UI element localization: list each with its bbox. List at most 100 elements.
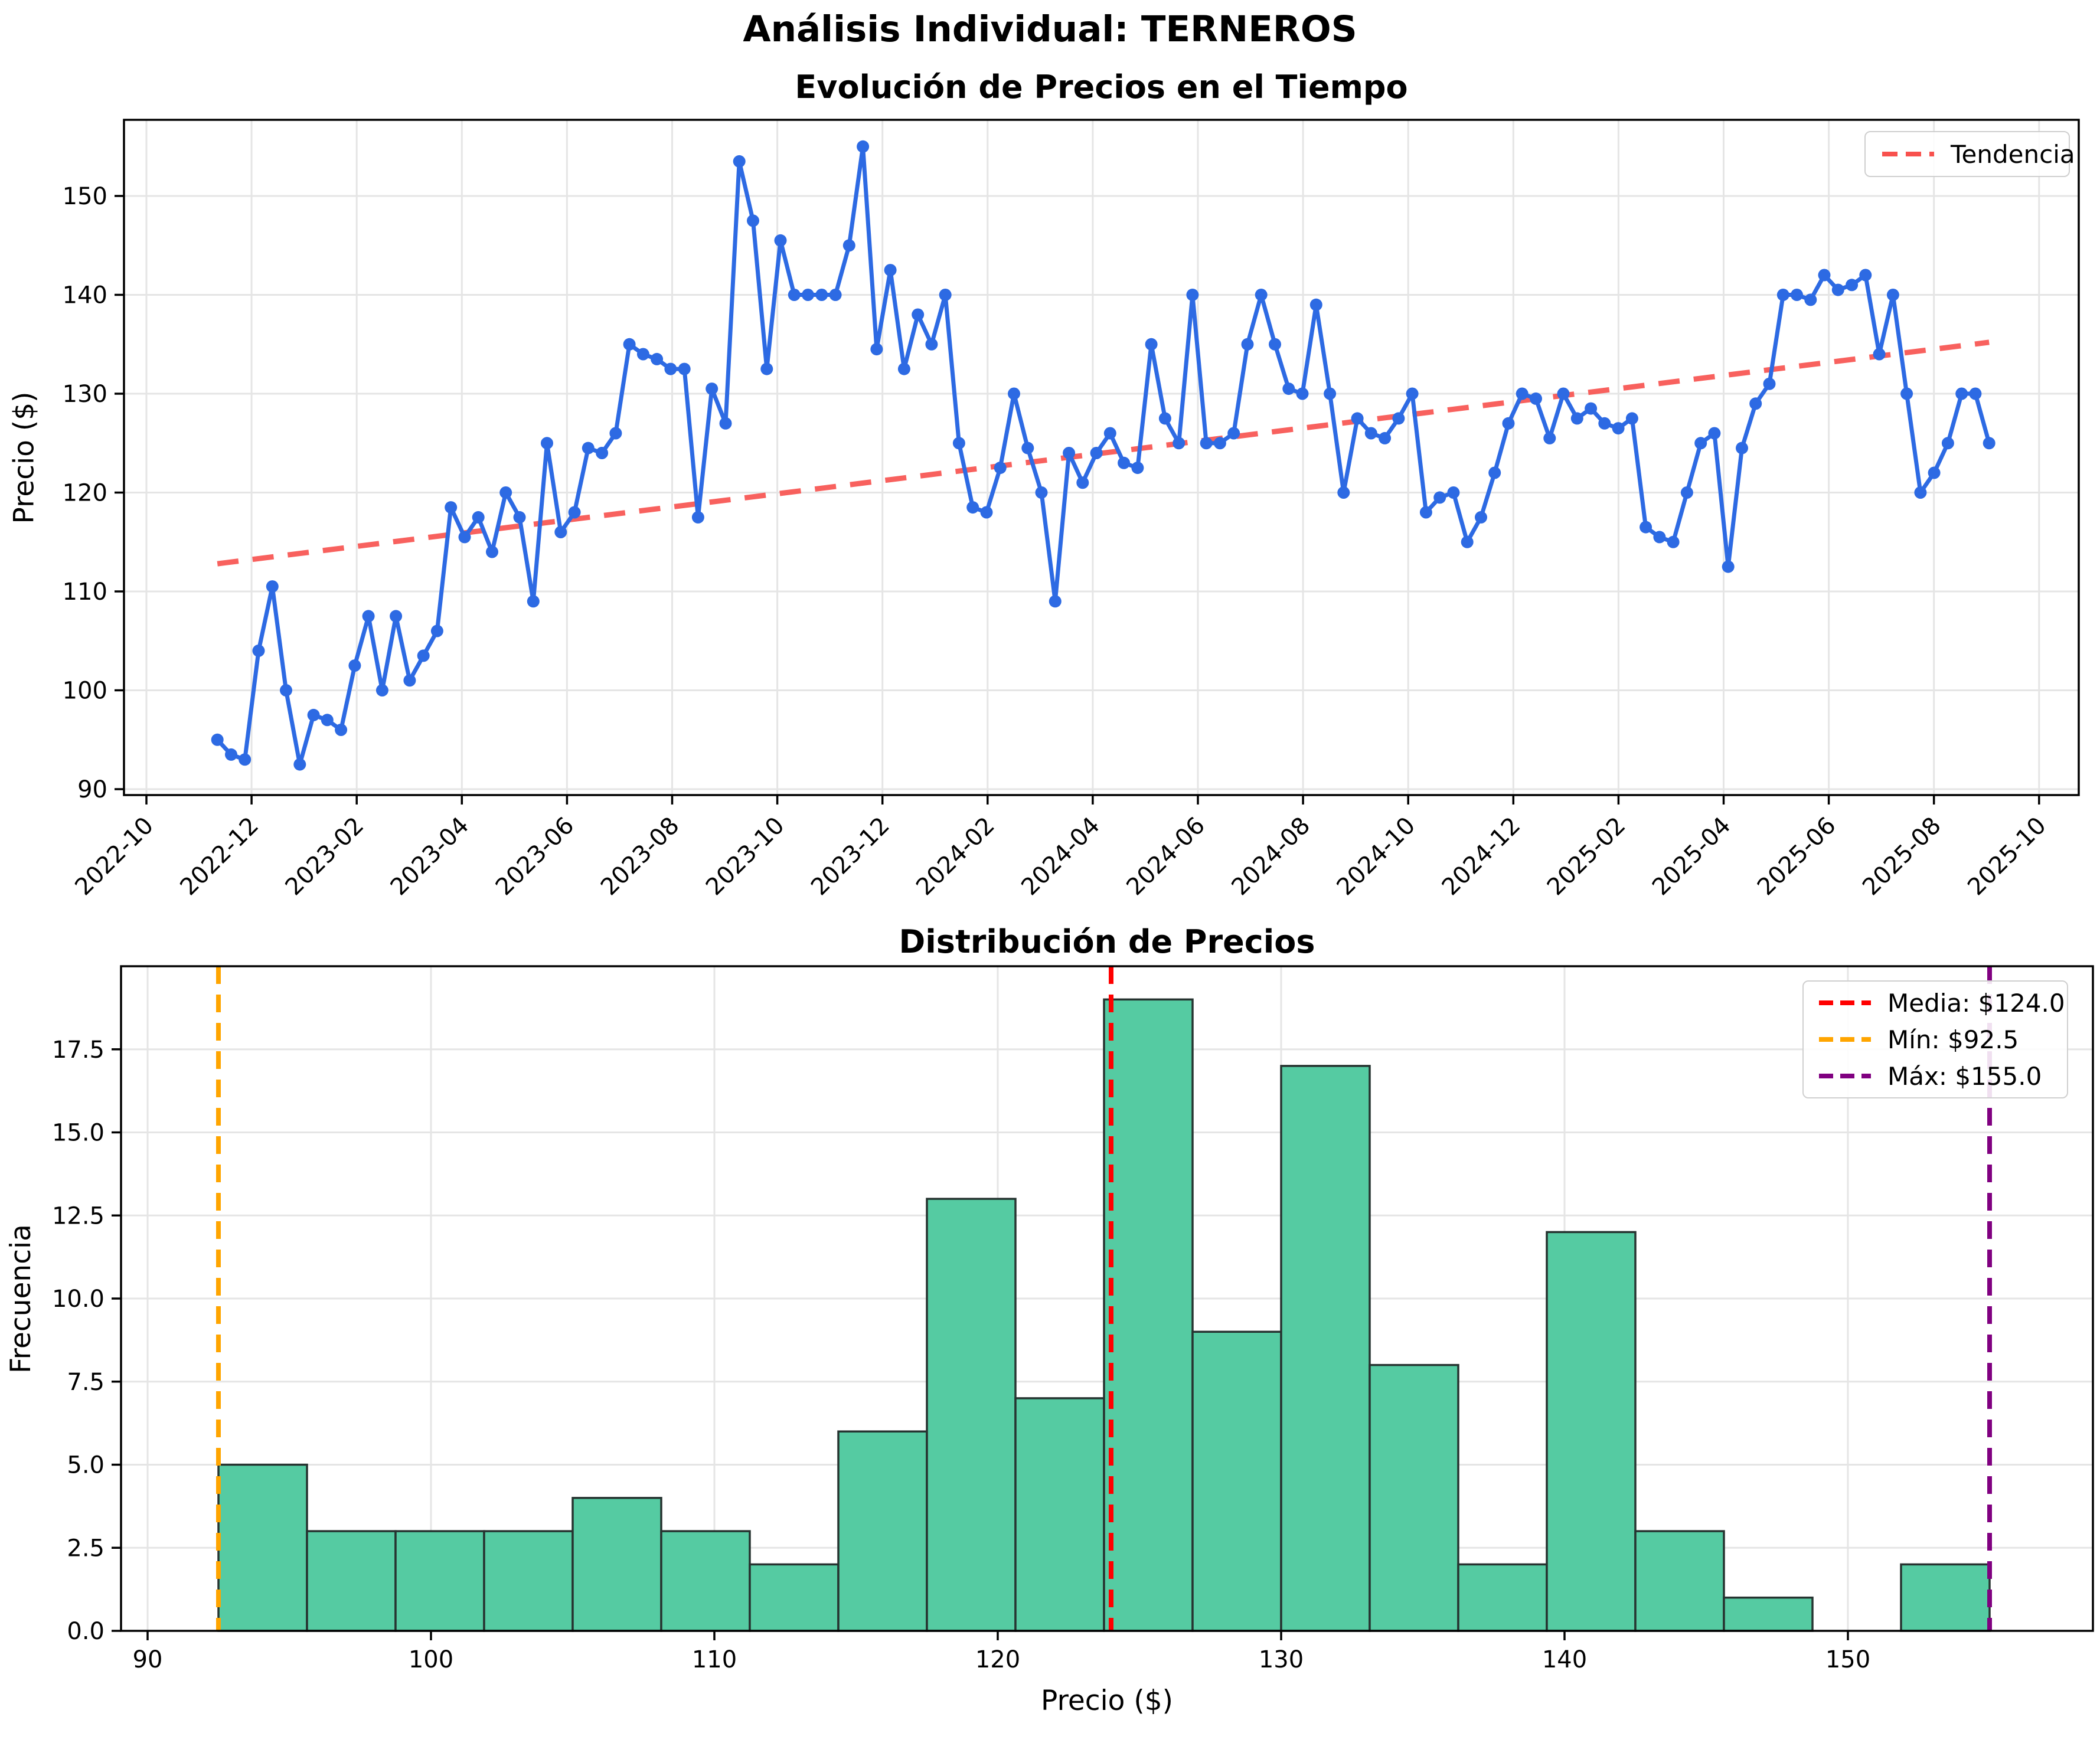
price-point (1941, 437, 1954, 450)
x-tick-label: 2025-06 (1752, 812, 1841, 901)
price-point (541, 437, 553, 450)
price-point (1351, 412, 1364, 425)
y-tick-label: 100 (63, 678, 107, 705)
histogram-bar (1457, 1563, 1548, 1632)
y-tick-label: 10.0 (52, 1286, 104, 1313)
y-tick-label: 130 (63, 381, 107, 408)
price-point (1076, 476, 1089, 489)
x-tick-label: 2025-08 (1857, 812, 1946, 901)
price-point (1749, 397, 1762, 410)
x-tick-label: 120 (975, 1646, 1020, 1673)
price-point (994, 462, 1007, 475)
price-point (706, 382, 718, 395)
price-point (335, 724, 348, 736)
price-point (664, 362, 677, 375)
price-point (1186, 289, 1199, 301)
max-dashed-line-icon (1819, 1074, 1871, 1078)
x-tick-label: 150 (1825, 1646, 1870, 1673)
price-point (1598, 417, 1611, 430)
price-point (1530, 392, 1542, 405)
price-point (1324, 387, 1337, 400)
price-point (375, 684, 388, 696)
x-tick-label: 2024-10 (1332, 812, 1421, 901)
price-point (596, 447, 609, 459)
price-point (568, 506, 581, 519)
price-point (1433, 491, 1446, 504)
price-point (609, 427, 622, 440)
x-tick-label: 2023-12 (806, 812, 895, 901)
price-point (952, 437, 965, 450)
price-point (513, 511, 526, 524)
x-tick-label: 2024-04 (1016, 812, 1105, 901)
price-point (719, 417, 732, 430)
price-point (842, 239, 855, 252)
trend-line (217, 339, 1990, 567)
y-tick-label: 5.0 (67, 1452, 104, 1479)
price-distribution-plot: 90 100 110 120 130 140 150 0.0 2.5 5.0 7.5 10.0 12.5… (52, 965, 2094, 1673)
histogram-bar (1191, 1330, 1282, 1632)
histogram-bar (217, 1463, 308, 1632)
price-point (980, 506, 993, 519)
trend-legend-label: Tendencia (1951, 139, 2075, 169)
price-point (499, 486, 512, 499)
price-point (1914, 486, 1927, 499)
price-point (1516, 387, 1529, 400)
price-point (266, 580, 279, 593)
price-point (1049, 595, 1062, 608)
legend-row-min: Mín: $92.5 (1818, 1021, 2053, 1058)
price-point (1200, 437, 1213, 450)
price-point (1543, 431, 1556, 444)
price-point (1763, 377, 1776, 390)
price-point (1639, 521, 1652, 534)
price-point (1818, 269, 1831, 282)
legend-row-media: Media: $124.0 (1818, 985, 2065, 1021)
price-point (527, 595, 540, 608)
histogram-bar (394, 1530, 485, 1632)
price-point (1612, 422, 1625, 435)
price-point (1145, 338, 1158, 351)
histogram-bar (926, 1198, 1017, 1632)
price-point (897, 362, 910, 375)
price-point (1392, 412, 1405, 425)
price-point (829, 289, 842, 301)
price-point (1337, 486, 1350, 499)
price-point (1227, 427, 1240, 440)
price-point (1928, 466, 1941, 479)
price-point (1557, 387, 1570, 400)
price-point (1090, 447, 1103, 459)
x-tick-label: 100 (409, 1646, 453, 1673)
price-point (1475, 511, 1487, 524)
y-tick-label: 120 (63, 480, 107, 507)
price-point (1900, 387, 1913, 400)
histogram-bar (837, 1430, 928, 1632)
price-point (870, 343, 883, 356)
price-point (1118, 456, 1131, 469)
price-point (788, 289, 801, 301)
price-chart-legend: Tendencia (1864, 131, 2075, 177)
price-point (1708, 427, 1721, 440)
price-point (774, 234, 787, 247)
media-dashed-line-icon (1819, 1000, 1871, 1005)
price-point (815, 289, 828, 301)
price-point (1379, 431, 1392, 444)
price-point (1213, 437, 1226, 450)
price-point (1667, 535, 1680, 548)
price-point (1063, 447, 1076, 459)
hist-chart-title: Distribución de Precios (899, 923, 1315, 960)
price-point (1831, 283, 1844, 296)
price-point (1173, 437, 1185, 450)
price-point (554, 526, 567, 538)
histogram-bar (660, 1530, 751, 1632)
histogram-bar (1280, 1065, 1371, 1632)
price-point (1021, 442, 1034, 454)
histogram-bar (1103, 998, 1194, 1632)
price-point (1791, 289, 1803, 301)
price-point (280, 684, 292, 696)
x-tick-label: 2024-06 (1121, 812, 1210, 901)
legend-row-tendencia: Tendencia (1881, 136, 2075, 172)
price-point (1873, 348, 1886, 361)
min-legend-label: Mín: $92.5 (1887, 1025, 2019, 1054)
price-point (1585, 402, 1598, 415)
price-point (1694, 437, 1707, 450)
legend-row-max: Máx: $155.0 (1818, 1058, 2053, 1094)
